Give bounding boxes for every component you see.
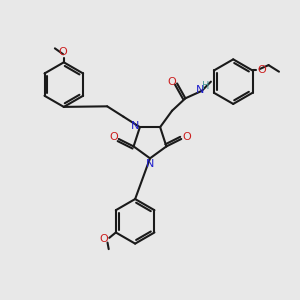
Text: N: N [196, 85, 204, 95]
Text: O: O [167, 77, 176, 87]
Text: O: O [258, 65, 266, 75]
Text: O: O [182, 133, 191, 142]
Text: O: O [100, 234, 108, 244]
Text: N: N [146, 159, 154, 169]
Text: H: H [202, 80, 209, 91]
Text: N: N [131, 121, 140, 131]
Text: O: O [58, 47, 67, 57]
Text: O: O [109, 133, 118, 142]
